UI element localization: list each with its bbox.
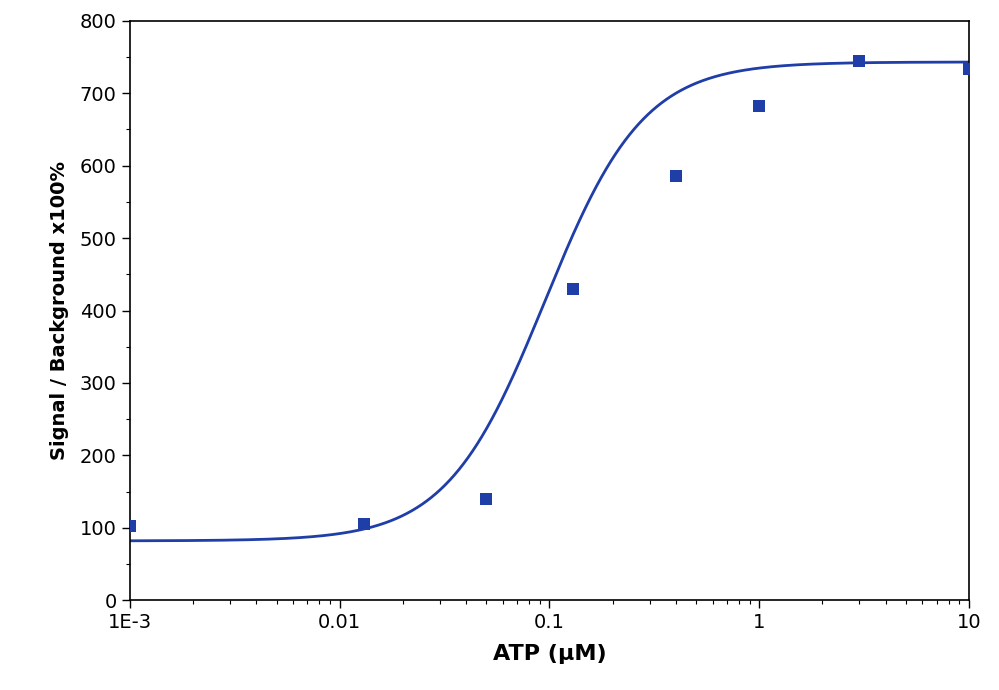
Y-axis label: Signal / Background x100%: Signal / Background x100% — [50, 161, 69, 460]
X-axis label: ATP (μM): ATP (μM) — [493, 644, 606, 664]
